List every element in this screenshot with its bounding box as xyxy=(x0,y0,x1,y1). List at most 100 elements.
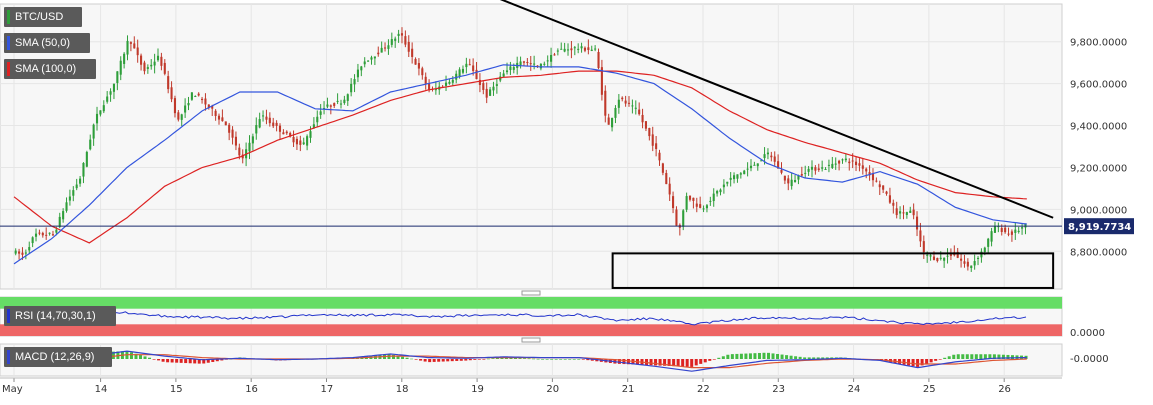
macd-histogram-bar xyxy=(825,357,829,359)
candle-body xyxy=(783,175,786,181)
candle-body xyxy=(882,185,885,190)
candle-body xyxy=(702,208,705,210)
macd-histogram-bar xyxy=(518,358,522,359)
legend-sma100: SMA (100,0) xyxy=(4,59,96,79)
candle-body xyxy=(394,38,397,41)
candle-body xyxy=(519,61,522,66)
candle-body xyxy=(407,41,410,52)
macd-histogram-bar xyxy=(997,354,1001,359)
candle-body xyxy=(746,168,749,170)
candle-body xyxy=(973,261,976,266)
macd-histogram-bar xyxy=(663,359,667,366)
candle-body xyxy=(821,167,824,169)
macd-line xyxy=(13,350,1027,372)
candle-body xyxy=(468,64,471,66)
candle-body xyxy=(377,52,380,55)
candle-body xyxy=(24,252,27,254)
candle-body xyxy=(1007,233,1010,235)
candle-body xyxy=(380,47,383,53)
macd-histogram-bar xyxy=(541,359,545,360)
candle-body xyxy=(943,257,946,261)
candle-body xyxy=(89,139,92,150)
candle-body xyxy=(885,191,888,194)
macd-histogram-bar xyxy=(495,357,499,359)
candle-body xyxy=(509,66,512,71)
macd-histogram-bar xyxy=(148,357,152,359)
macd-histogram-bar xyxy=(532,358,536,360)
macd-histogram-bar xyxy=(428,359,432,363)
candle-body xyxy=(360,66,363,71)
macd-histogram-bar xyxy=(473,359,477,360)
macd-histogram-bar xyxy=(925,359,929,364)
candle-body xyxy=(461,68,465,73)
candle-body xyxy=(580,46,583,49)
x-tick-label: May xyxy=(2,384,23,395)
macd-histogram-bar xyxy=(681,359,685,367)
candle-body xyxy=(624,100,627,104)
candle-body xyxy=(214,110,217,116)
candle-body xyxy=(1010,231,1013,235)
macd-histogram-bar xyxy=(1010,355,1014,359)
macd-histogram-bar xyxy=(161,359,165,362)
macd-histogram-bar xyxy=(807,357,811,359)
x-tick-label: 20 xyxy=(546,384,559,395)
legend-sma50: SMA (50,0) xyxy=(4,33,90,53)
candle-body xyxy=(346,94,349,101)
macd-histogram-bar xyxy=(211,359,215,362)
candle-body xyxy=(838,160,841,164)
candle-body xyxy=(932,256,936,260)
rsi-oversold-band xyxy=(0,324,1062,336)
candle-body xyxy=(614,107,617,118)
candle-body xyxy=(627,102,631,104)
candle-body xyxy=(48,232,51,234)
candle-body xyxy=(570,48,573,51)
candle-body xyxy=(177,112,180,120)
candle-body xyxy=(739,173,742,175)
candle-body xyxy=(787,178,790,184)
macd-histogram-bar xyxy=(902,359,906,365)
candle-body xyxy=(383,47,387,49)
macd-histogram-bar xyxy=(992,354,996,359)
candle-body xyxy=(1004,227,1007,233)
candle-body xyxy=(312,124,315,129)
candle-body xyxy=(85,151,88,167)
macd-histogram-bar xyxy=(170,359,174,363)
macd-histogram-bar xyxy=(504,357,508,359)
macd-histogram-bar xyxy=(437,359,441,362)
candle-body xyxy=(133,43,136,49)
macd-histogram-bar xyxy=(545,359,549,360)
candle-body xyxy=(861,165,864,169)
macd-histogram-bar xyxy=(916,359,920,367)
candle-body xyxy=(553,54,556,56)
candle-body xyxy=(638,109,641,115)
legend-symbol: BTC/USD xyxy=(4,7,82,27)
candle-body xyxy=(390,39,393,45)
macd-histogram-bar xyxy=(667,359,671,366)
macd-histogram-bar xyxy=(744,353,748,359)
macd-histogram-bar xyxy=(459,359,463,361)
candle-body xyxy=(899,211,902,214)
candle-body xyxy=(285,131,288,134)
macd-histogram-bar xyxy=(414,359,418,360)
x-tick-label: 19 xyxy=(471,384,484,395)
candle-body xyxy=(329,105,332,107)
candle-body xyxy=(18,251,21,254)
candle-body xyxy=(851,160,854,162)
candle-body xyxy=(201,98,204,101)
macd-histogram-bar xyxy=(776,353,780,359)
macd-histogram-bar xyxy=(617,359,621,364)
candle-body xyxy=(658,152,661,161)
rsi-swatch xyxy=(7,309,10,323)
candle-body xyxy=(248,142,251,152)
candle-body xyxy=(241,154,244,159)
candle-body xyxy=(699,204,702,208)
candle-body xyxy=(451,79,454,83)
candle-body xyxy=(668,183,671,195)
candle-body xyxy=(251,136,254,144)
candle-body xyxy=(102,105,105,112)
candle-body xyxy=(309,131,312,138)
candle-body xyxy=(367,60,370,62)
candle-body xyxy=(573,47,576,49)
macd-histogram-bar xyxy=(654,359,658,366)
macd-histogram-bar xyxy=(753,353,757,359)
